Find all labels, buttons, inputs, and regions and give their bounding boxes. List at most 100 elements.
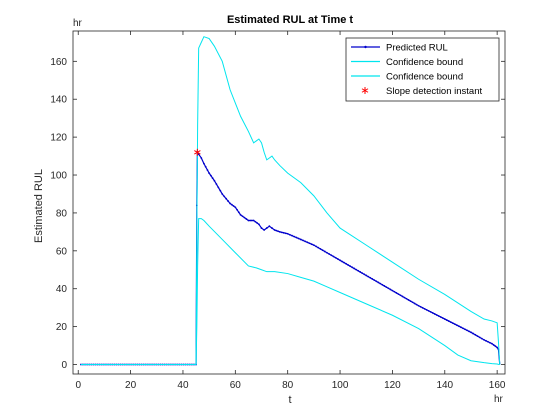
predicted-rul-point [312,244,315,247]
predicted-rul-point [455,324,458,327]
predicted-rul-point [297,237,300,240]
predicted-rul-point [491,342,493,345]
predicted-rul-point [219,189,222,192]
y-tick-label: 20 [56,322,68,333]
predicted-rul-point [459,326,462,329]
predicted-rul-point [417,304,420,307]
lower-confidence-bound-line [80,218,500,366]
x-tick-label: 20 [125,380,137,391]
predicted-rul-point [241,215,244,218]
predicted-rul-point [371,278,374,280]
predicted-rul-point [466,329,468,332]
chart-title: Estimated RUL at Time t [227,14,353,26]
predicted-rul-point [249,219,252,222]
predicted-rul-point [232,205,235,207]
predicted-rul-point [280,231,283,234]
predicted-rul-point [492,344,495,346]
predicted-rul-point [326,251,328,254]
predicted-rul-point [278,230,281,233]
predicted-rul-point [480,337,483,340]
predicted-rul-point [407,299,410,301]
x-unit-label: hr [494,394,504,405]
predicted-rul-point [213,179,216,182]
predicted-rul-point [421,306,424,309]
legend-label: Slope detection instant [386,86,482,97]
predicted-rul-point [245,218,248,220]
y-unit-label: hr [73,18,83,29]
predicted-rul-point [377,281,380,284]
predicted-rul-point [419,305,422,308]
predicted-rul-point [468,330,470,333]
y-tick-label: 100 [50,171,67,182]
predicted-rul-point [485,339,487,342]
y-tick-label: 140 [50,95,67,106]
predicted-rul-point [462,327,464,330]
predicted-rul-point [286,232,289,235]
x-tick-label: 0 [75,380,81,391]
predicted-rul-point [489,341,491,344]
predicted-rul-point [295,236,298,239]
predicted-rul-point [200,157,203,159]
predicted-rul-point [288,233,291,236]
predicted-rul-point [275,229,278,232]
predicted-rul-point [308,242,311,245]
predicted-rul-point [474,333,477,336]
predicted-rul-point [357,269,360,272]
predicted-rul-point [375,280,378,283]
predicted-rul-point [395,292,398,294]
predicted-rul-point [229,202,231,205]
predicted-rul-point [391,289,394,292]
predicted-rul-point [415,303,418,306]
predicted-rul-point [256,222,259,224]
predicted-rul-point [411,301,414,304]
predicted-rul-point [487,340,489,343]
predicted-rul-point [429,311,432,313]
predicted-rul-point [425,308,428,311]
predicted-rul-point [319,248,322,250]
predicted-rul-point [433,313,436,315]
predicted-rul-point [409,300,412,303]
x-tick-label: 80 [282,380,294,391]
legend-marker [364,45,367,49]
predicted-rul-point [435,314,438,316]
predicted-rul-point [271,227,273,229]
predicted-rul-point [361,272,364,275]
predicted-rul-point [363,273,366,276]
x-tick-label: 120 [384,380,401,391]
predicted-rul-point [277,230,279,233]
predicted-rul-point [439,316,442,318]
predicted-rul-point [341,260,343,263]
predicted-rul-point [405,297,408,300]
predicted-rul-point [399,294,402,297]
predicted-rul-point [403,296,406,299]
predicted-rul-point [234,206,237,209]
predicted-rul-point [328,253,331,255]
predicted-rul-point [496,346,499,349]
predicted-rul-point [441,317,444,319]
legend-item: Predicted RUL [351,42,448,53]
predicted-rul-point [223,195,226,198]
predicted-rul-point [478,336,481,339]
predicted-rul-point [449,321,452,324]
asterisk-stroke [194,150,201,155]
predicted-rul-point [355,268,358,271]
predicted-rul-point [251,219,253,222]
predicted-rul-point [293,235,296,238]
predicted-rul-point [215,183,218,185]
predicted-rul-point [268,225,271,228]
predicted-rul-point [302,239,304,242]
predicted-rul-point [217,186,220,189]
x-tick-label: 100 [332,380,349,391]
predicted-rul-point [284,232,287,235]
x-tick-label: 160 [489,380,506,391]
predicted-rul-point [349,265,352,268]
predicted-rul-point [373,279,376,282]
predicted-rul-point [397,293,400,296]
predicted-rul-point [447,320,450,322]
predicted-rul-point [247,219,250,222]
legend-label: Confidence bound [386,71,463,82]
predicted-rul-point [257,223,260,226]
predicted-rul-point [282,231,285,234]
predicted-rul-point [451,322,454,325]
predicted-rul-point [359,271,362,273]
